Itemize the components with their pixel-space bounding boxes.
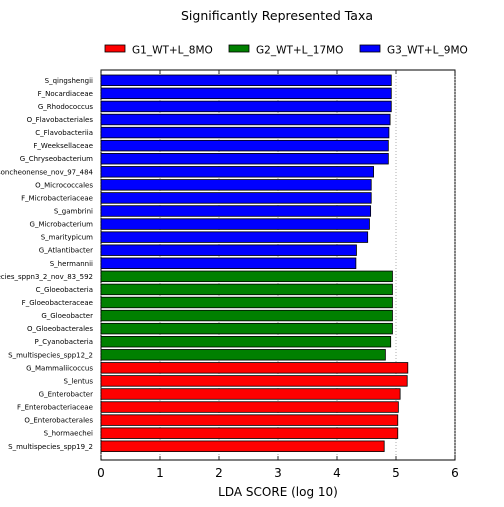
y-tick-label: G_Chryseobacterium	[20, 155, 93, 163]
y-tick-label: F_Gloeobacteraceae	[22, 299, 93, 307]
x-tick-label: 6	[451, 466, 459, 480]
x-axis: 0 1 2 3 4 5 6	[97, 70, 459, 480]
y-tick-label: O_Micrococcales	[35, 181, 93, 189]
bar	[100, 192, 372, 204]
bar	[100, 139, 389, 152]
y-tick-label: S_multispecies_spp19_2	[8, 443, 93, 451]
y-tick-label: S_gambrini	[54, 208, 93, 216]
y-tick-label: S_qingshengii	[45, 77, 93, 85]
y-tick-label: G_Atlantibacter	[39, 247, 93, 255]
x-axis-label: LDA SCORE (log 10)	[218, 485, 338, 499]
y-tick-label: G_Microbacterium	[30, 221, 94, 229]
y-tick-label: C_Gloeobacteria	[36, 286, 93, 294]
y-tick-label: G_Mammaliicoccus	[26, 364, 93, 372]
x-tick-label: 3	[274, 466, 282, 480]
bar	[100, 270, 393, 283]
y-tick-label: S_multispecies_sppn3_2_nov_83_592	[0, 273, 93, 281]
bar	[100, 126, 390, 139]
bar	[100, 362, 409, 374]
y-tick-label: O_Gloeobacterales	[27, 325, 93, 333]
y-tick-label: C_Flavobacteriia	[35, 129, 93, 137]
y-tick-label: G_Rhodococcus	[38, 103, 93, 111]
legend-swatch	[104, 44, 126, 53]
legend-swatch	[359, 44, 381, 53]
y-tick-label: S_soncheonense_nov_97_484	[0, 168, 94, 176]
y-tick-label: F_Microbacteriaceae	[21, 194, 93, 202]
bar	[100, 244, 357, 256]
bar	[100, 375, 408, 387]
bar	[100, 100, 392, 113]
bar	[100, 296, 393, 309]
bar	[100, 349, 386, 361]
bar	[100, 257, 357, 269]
legend-swatch	[228, 44, 250, 53]
bar	[100, 388, 401, 400]
y-tick-label: F_Enterobacteriaceae	[17, 404, 93, 412]
bar	[100, 283, 393, 296]
y-tick-label: S_lentus	[64, 377, 94, 385]
y-tick-label: F_Nocardiaceae	[38, 90, 93, 98]
bar	[100, 87, 392, 100]
bar	[100, 309, 393, 322]
y-tick-label: O_Flavobacteriales	[27, 116, 94, 124]
y-tick-label: O_Enterobacterales	[24, 417, 93, 425]
y-tick-label: G_Gloeobacter	[41, 312, 93, 320]
y-tick-label: S_hermannii	[50, 260, 93, 268]
bar	[100, 166, 374, 178]
bar	[100, 205, 372, 217]
bar	[100, 153, 389, 165]
bar	[100, 218, 370, 230]
x-tick-label: 2	[215, 466, 223, 480]
chart-title: Significantly Represented Taxa	[181, 8, 373, 23]
bar	[100, 179, 372, 191]
y-tick-label: F_Weeksellaceae	[33, 142, 93, 150]
bar	[100, 113, 391, 126]
bar	[100, 335, 392, 348]
y-tick-label: P_Cyanobacteria	[34, 338, 93, 346]
bar	[100, 440, 385, 452]
bar	[100, 322, 393, 335]
bar	[100, 231, 369, 243]
x-tick-label: 1	[156, 466, 164, 480]
legend-label: G2_WT+L_17MO	[256, 45, 343, 57]
legend-label: G1_WT+L_8MO	[132, 45, 213, 57]
bar	[100, 414, 399, 426]
y-tick-label: G_Enterobacter	[39, 390, 93, 398]
legend: G1_WT+L_8MO G2_WT+L_17MO G3_WT+L_9MO	[104, 44, 468, 57]
x-tick-label: 4	[333, 466, 341, 480]
bars	[100, 74, 409, 452]
x-tick-label: 5	[392, 466, 400, 480]
bar	[100, 401, 399, 413]
y-tick-label: S_multispecies_spp12_2	[8, 351, 93, 359]
legend-label: G3_WT+L_9MO	[387, 45, 468, 57]
y-tick-label: S_hormaechei	[44, 430, 93, 438]
bar	[100, 427, 399, 439]
y-tick-label: S_maritypicum	[41, 234, 93, 242]
y-tick-labels: S_qingshengii F_Nocardiaceae G_Rhodococcus…	[0, 77, 94, 451]
bar	[100, 74, 392, 87]
x-tick-label: 0	[97, 466, 105, 480]
